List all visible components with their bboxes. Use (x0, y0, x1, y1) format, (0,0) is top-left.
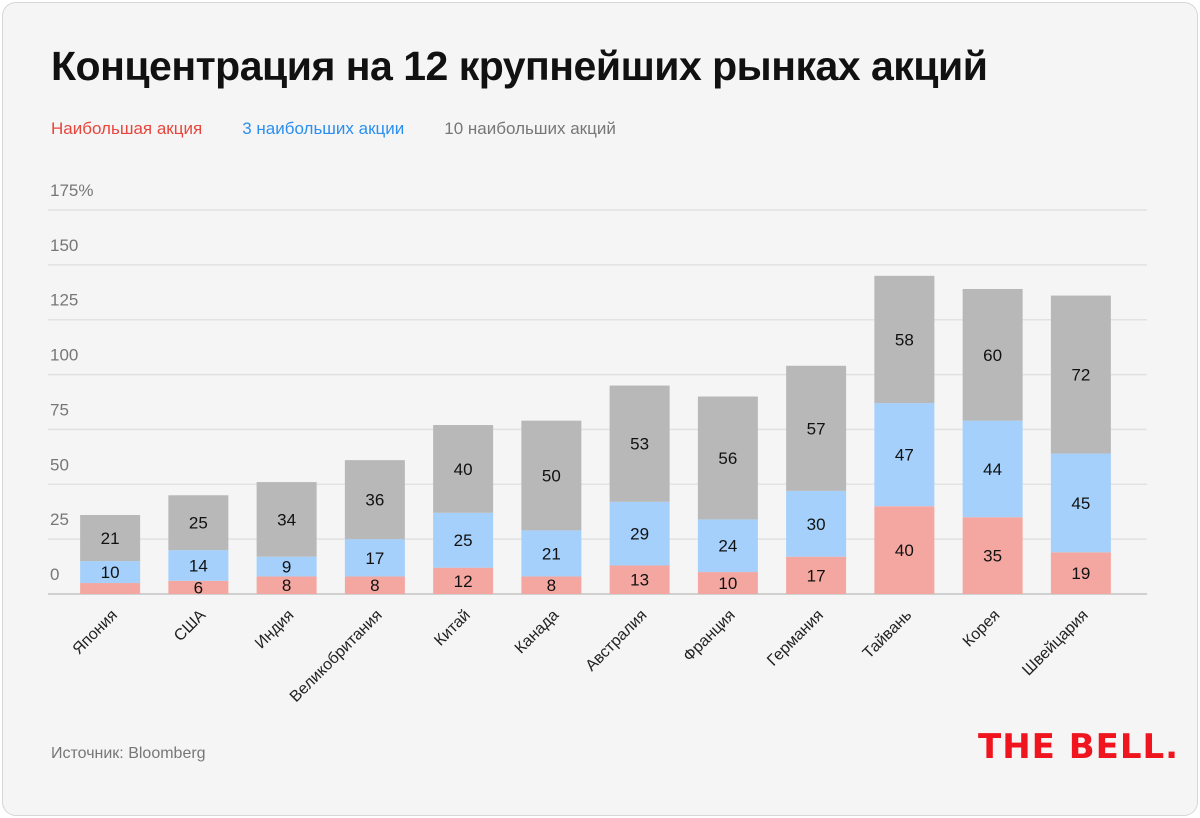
data-label: 8 (370, 576, 379, 595)
chart-title: Концентрация на 12 крупнейших рынках акц… (51, 43, 988, 89)
data-label: 47 (895, 446, 914, 465)
bar-segment (786, 490, 847, 557)
bar-segment (80, 561, 141, 584)
bar-segment (168, 495, 229, 551)
data-label: 13 (630, 571, 649, 590)
bar-segment (874, 275, 935, 404)
source-note: Источник: Bloomberg (51, 745, 206, 762)
data-label: 9 (282, 558, 291, 577)
legend: Наибольшая акция 3 наибольших акции 10 н… (51, 119, 616, 139)
data-label: 50 (542, 467, 561, 486)
bar-segment (609, 385, 670, 502)
x-tick-label: Канада (512, 607, 562, 657)
x-tick-label: Великобритания (287, 607, 386, 706)
legend-item-top3: 3 наибольших акции (242, 119, 405, 138)
bar-segment (521, 530, 582, 577)
bar-segment (256, 556, 317, 577)
bar-segment (521, 420, 582, 531)
bar-segment (344, 460, 405, 540)
data-label: 17 (807, 566, 826, 585)
data-label: 21 (101, 529, 120, 548)
x-tick-label: Индия (252, 607, 297, 652)
data-label: 60 (983, 346, 1002, 365)
data-label: 10 (718, 574, 737, 593)
data-label: 17 (365, 549, 384, 568)
legend-item-top10: 10 наибольших акций (444, 119, 616, 138)
bar-segment (344, 576, 405, 594)
bar-segment (697, 519, 758, 573)
data-label: 24 (718, 537, 737, 556)
bar-segment (697, 572, 758, 594)
data-label: 12 (454, 572, 473, 591)
bar-segment (786, 365, 847, 491)
bar-segment (168, 580, 229, 594)
bar-segment (521, 576, 582, 594)
data-label: 56 (718, 449, 737, 468)
bar-segment (874, 506, 935, 594)
x-tick-label: Япония (70, 607, 121, 658)
bar-segment (433, 567, 494, 594)
y-tick-label: 125 (50, 291, 78, 310)
data-label: 19 (1071, 564, 1090, 583)
bar-segment (786, 556, 847, 594)
data-label: 14 (189, 556, 208, 575)
x-tick-label: США (171, 607, 209, 645)
x-tick-label: Тайвань (860, 607, 915, 662)
bar-segment (1050, 552, 1111, 594)
bar-segment (256, 482, 317, 557)
bar-segment (697, 396, 758, 520)
data-label: 57 (807, 419, 826, 438)
x-tick-label: Австралия (583, 607, 651, 675)
y-tick-label: 75 (50, 400, 69, 419)
bar-segment (433, 512, 494, 568)
data-label: 44 (983, 460, 1002, 479)
the-bell-logo: THE BELL. (978, 727, 1180, 767)
data-label: 21 (542, 544, 561, 563)
x-tick-label: Швейцария (1019, 607, 1091, 679)
bar-segment (344, 539, 405, 577)
bar-segment (433, 425, 494, 513)
y-tick-label: 25 (50, 510, 69, 529)
data-label: 35 (983, 547, 1002, 566)
data-label: 45 (1071, 494, 1090, 513)
data-label: 8 (282, 576, 291, 595)
data-label: 30 (807, 515, 826, 534)
data-label: 72 (1071, 366, 1090, 385)
data-label: 58 (895, 330, 914, 349)
bar-segment (256, 576, 317, 594)
y-tick-label: 175% (50, 181, 93, 200)
x-tick-label: Германия (764, 607, 827, 670)
data-label: 34 (277, 510, 296, 529)
data-label: 25 (454, 531, 473, 550)
data-label: 6 (194, 578, 203, 597)
y-tick-label: 0 (50, 565, 59, 584)
y-tick-label: 150 (50, 236, 78, 255)
x-tick-label: Корея (960, 607, 1004, 651)
bar-segment (1050, 295, 1111, 454)
data-label: 36 (365, 491, 384, 510)
bar-segment (874, 403, 935, 507)
data-label: 29 (630, 525, 649, 544)
bar-segment (962, 517, 1023, 594)
bar-segment (1050, 453, 1111, 553)
bar-segment (168, 550, 229, 581)
bar-segment (609, 501, 670, 566)
data-label: 8 (547, 576, 556, 595)
y-tick-label: 100 (50, 346, 78, 365)
legend-item-largest: Наибольшая акция (51, 119, 203, 138)
bar-segment (962, 288, 1023, 421)
bar-segment (80, 583, 141, 594)
bar-segment (962, 420, 1023, 518)
data-label: 10 (101, 563, 120, 582)
bar-segment (80, 515, 141, 562)
data-label: 40 (454, 460, 473, 479)
data-label: 25 (189, 514, 208, 533)
y-tick-label: 50 (50, 455, 69, 474)
x-tick-label: Китай (431, 607, 474, 650)
bar-segment (609, 565, 670, 594)
data-label: 53 (630, 435, 649, 454)
data-label: 40 (895, 541, 914, 560)
x-tick-label: Франция (680, 607, 738, 665)
